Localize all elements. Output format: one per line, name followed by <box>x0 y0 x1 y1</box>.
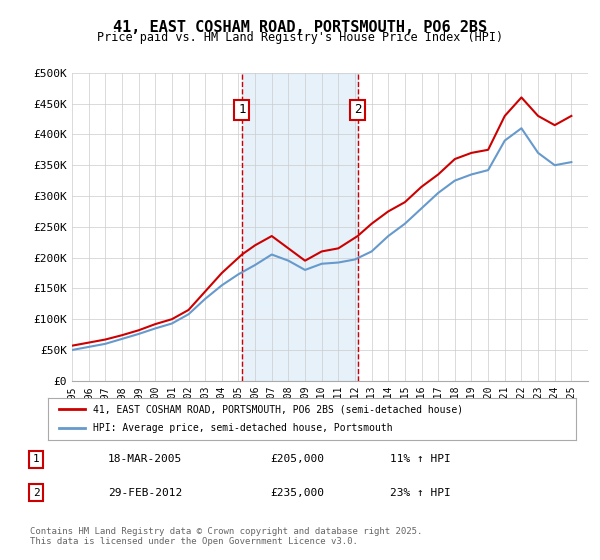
Text: 1: 1 <box>32 454 40 464</box>
Text: 41, EAST COSHAM ROAD, PORTSMOUTH, PO6 2BS: 41, EAST COSHAM ROAD, PORTSMOUTH, PO6 2B… <box>113 20 487 35</box>
Text: Contains HM Land Registry data © Crown copyright and database right 2025.
This d: Contains HM Land Registry data © Crown c… <box>30 526 422 546</box>
Text: 18-MAR-2005: 18-MAR-2005 <box>108 454 182 464</box>
Text: Price paid vs. HM Land Registry's House Price Index (HPI): Price paid vs. HM Land Registry's House … <box>97 31 503 44</box>
Text: 1: 1 <box>238 103 245 116</box>
Text: 11% ↑ HPI: 11% ↑ HPI <box>390 454 451 464</box>
Text: 41, EAST COSHAM ROAD, PORTSMOUTH, PO6 2BS (semi-detached house): 41, EAST COSHAM ROAD, PORTSMOUTH, PO6 2B… <box>93 404 463 414</box>
Bar <box>242 73 358 381</box>
Text: £205,000: £205,000 <box>270 454 324 464</box>
Text: £235,000: £235,000 <box>270 488 324 498</box>
Text: HPI: Average price, semi-detached house, Portsmouth: HPI: Average price, semi-detached house,… <box>93 423 392 433</box>
Text: 29-FEB-2012: 29-FEB-2012 <box>108 488 182 498</box>
Text: 2: 2 <box>354 103 361 116</box>
Text: 23% ↑ HPI: 23% ↑ HPI <box>390 488 451 498</box>
Text: 2: 2 <box>32 488 40 498</box>
